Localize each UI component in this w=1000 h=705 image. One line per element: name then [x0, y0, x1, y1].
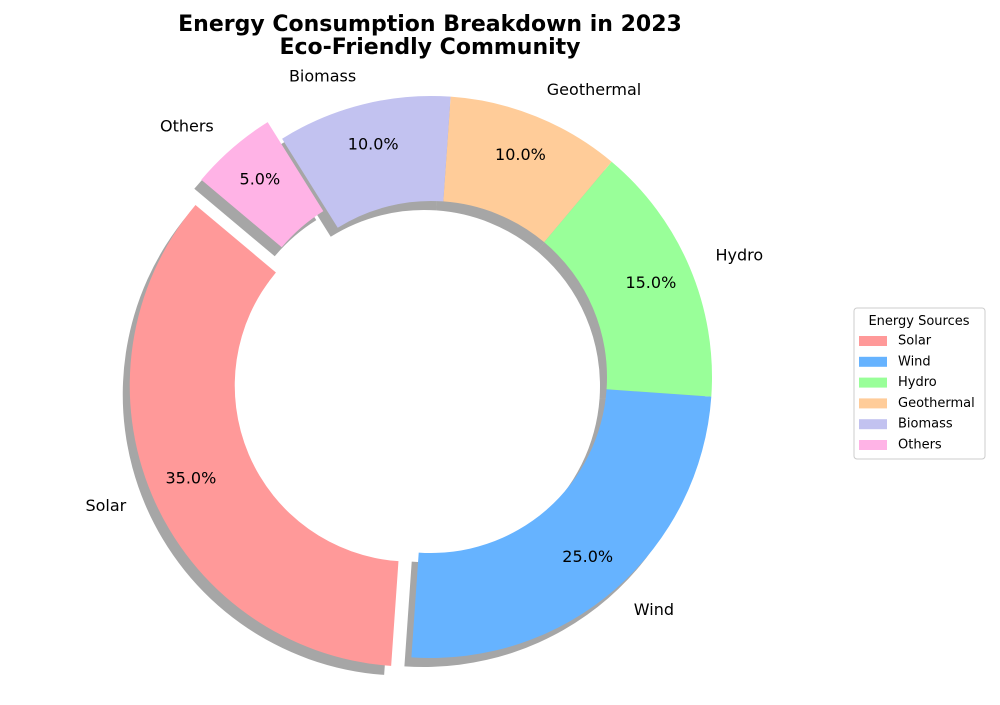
category-label-others: Others [160, 117, 214, 136]
percent-label-others: 5.0% [240, 170, 281, 189]
slice-solar [129, 204, 399, 666]
legend-swatch-biomass [859, 419, 887, 430]
legend-title: Energy Sources [868, 314, 969, 329]
legend-label-geothermal: Geothermal [898, 396, 975, 411]
slice-geothermal [443, 96, 612, 243]
legend-label-hydro: Hydro [898, 375, 937, 390]
legend-label-others: Others [898, 438, 942, 453]
legend-entries: Solar Wind Hydro Geothermal Biomass Others [859, 334, 975, 453]
category-label-geothermal: Geothermal [547, 80, 641, 99]
percent-label-wind: 25.0% [562, 547, 613, 566]
legend: Energy Sources Solar Wind Hydro Geothermal B… [853, 307, 986, 460]
labels-group: Solar 35.0% Wind 25.0% Hydro 15.0% Geothermal 1… [85, 67, 763, 619]
legend-swatch-geothermal [859, 398, 887, 409]
legend-label-solar: Solar [898, 334, 932, 349]
chart-title-line-1: Energy Consumption Breakdown in 2023 [178, 12, 682, 37]
legend-swatch-wind [859, 356, 887, 367]
percent-label-geothermal: 10.0% [495, 145, 546, 164]
category-label-hydro: Hydro [716, 246, 764, 265]
legend-label-wind: Wind [898, 354, 931, 369]
percent-label-solar: 35.0% [165, 468, 216, 487]
percent-label-hydro: 15.0% [625, 273, 676, 292]
slice-wind [411, 389, 712, 658]
category-label-solar: Solar [85, 496, 126, 515]
legend-label-biomass: Biomass [898, 417, 953, 432]
slice-hydro [544, 161, 712, 397]
category-label-biomass: Biomass [289, 67, 356, 86]
slices-group [129, 95, 712, 666]
legend-swatch-hydro [859, 377, 887, 388]
percent-label-biomass: 10.0% [348, 135, 399, 154]
chart-title-line-2: Eco-Friendly Community [279, 35, 580, 60]
slice-others [201, 122, 324, 248]
legend-swatch-solar [859, 336, 887, 346]
slice-biomass [282, 95, 451, 228]
legend-swatch-others [859, 440, 887, 450]
category-label-wind: Wind [634, 600, 674, 619]
